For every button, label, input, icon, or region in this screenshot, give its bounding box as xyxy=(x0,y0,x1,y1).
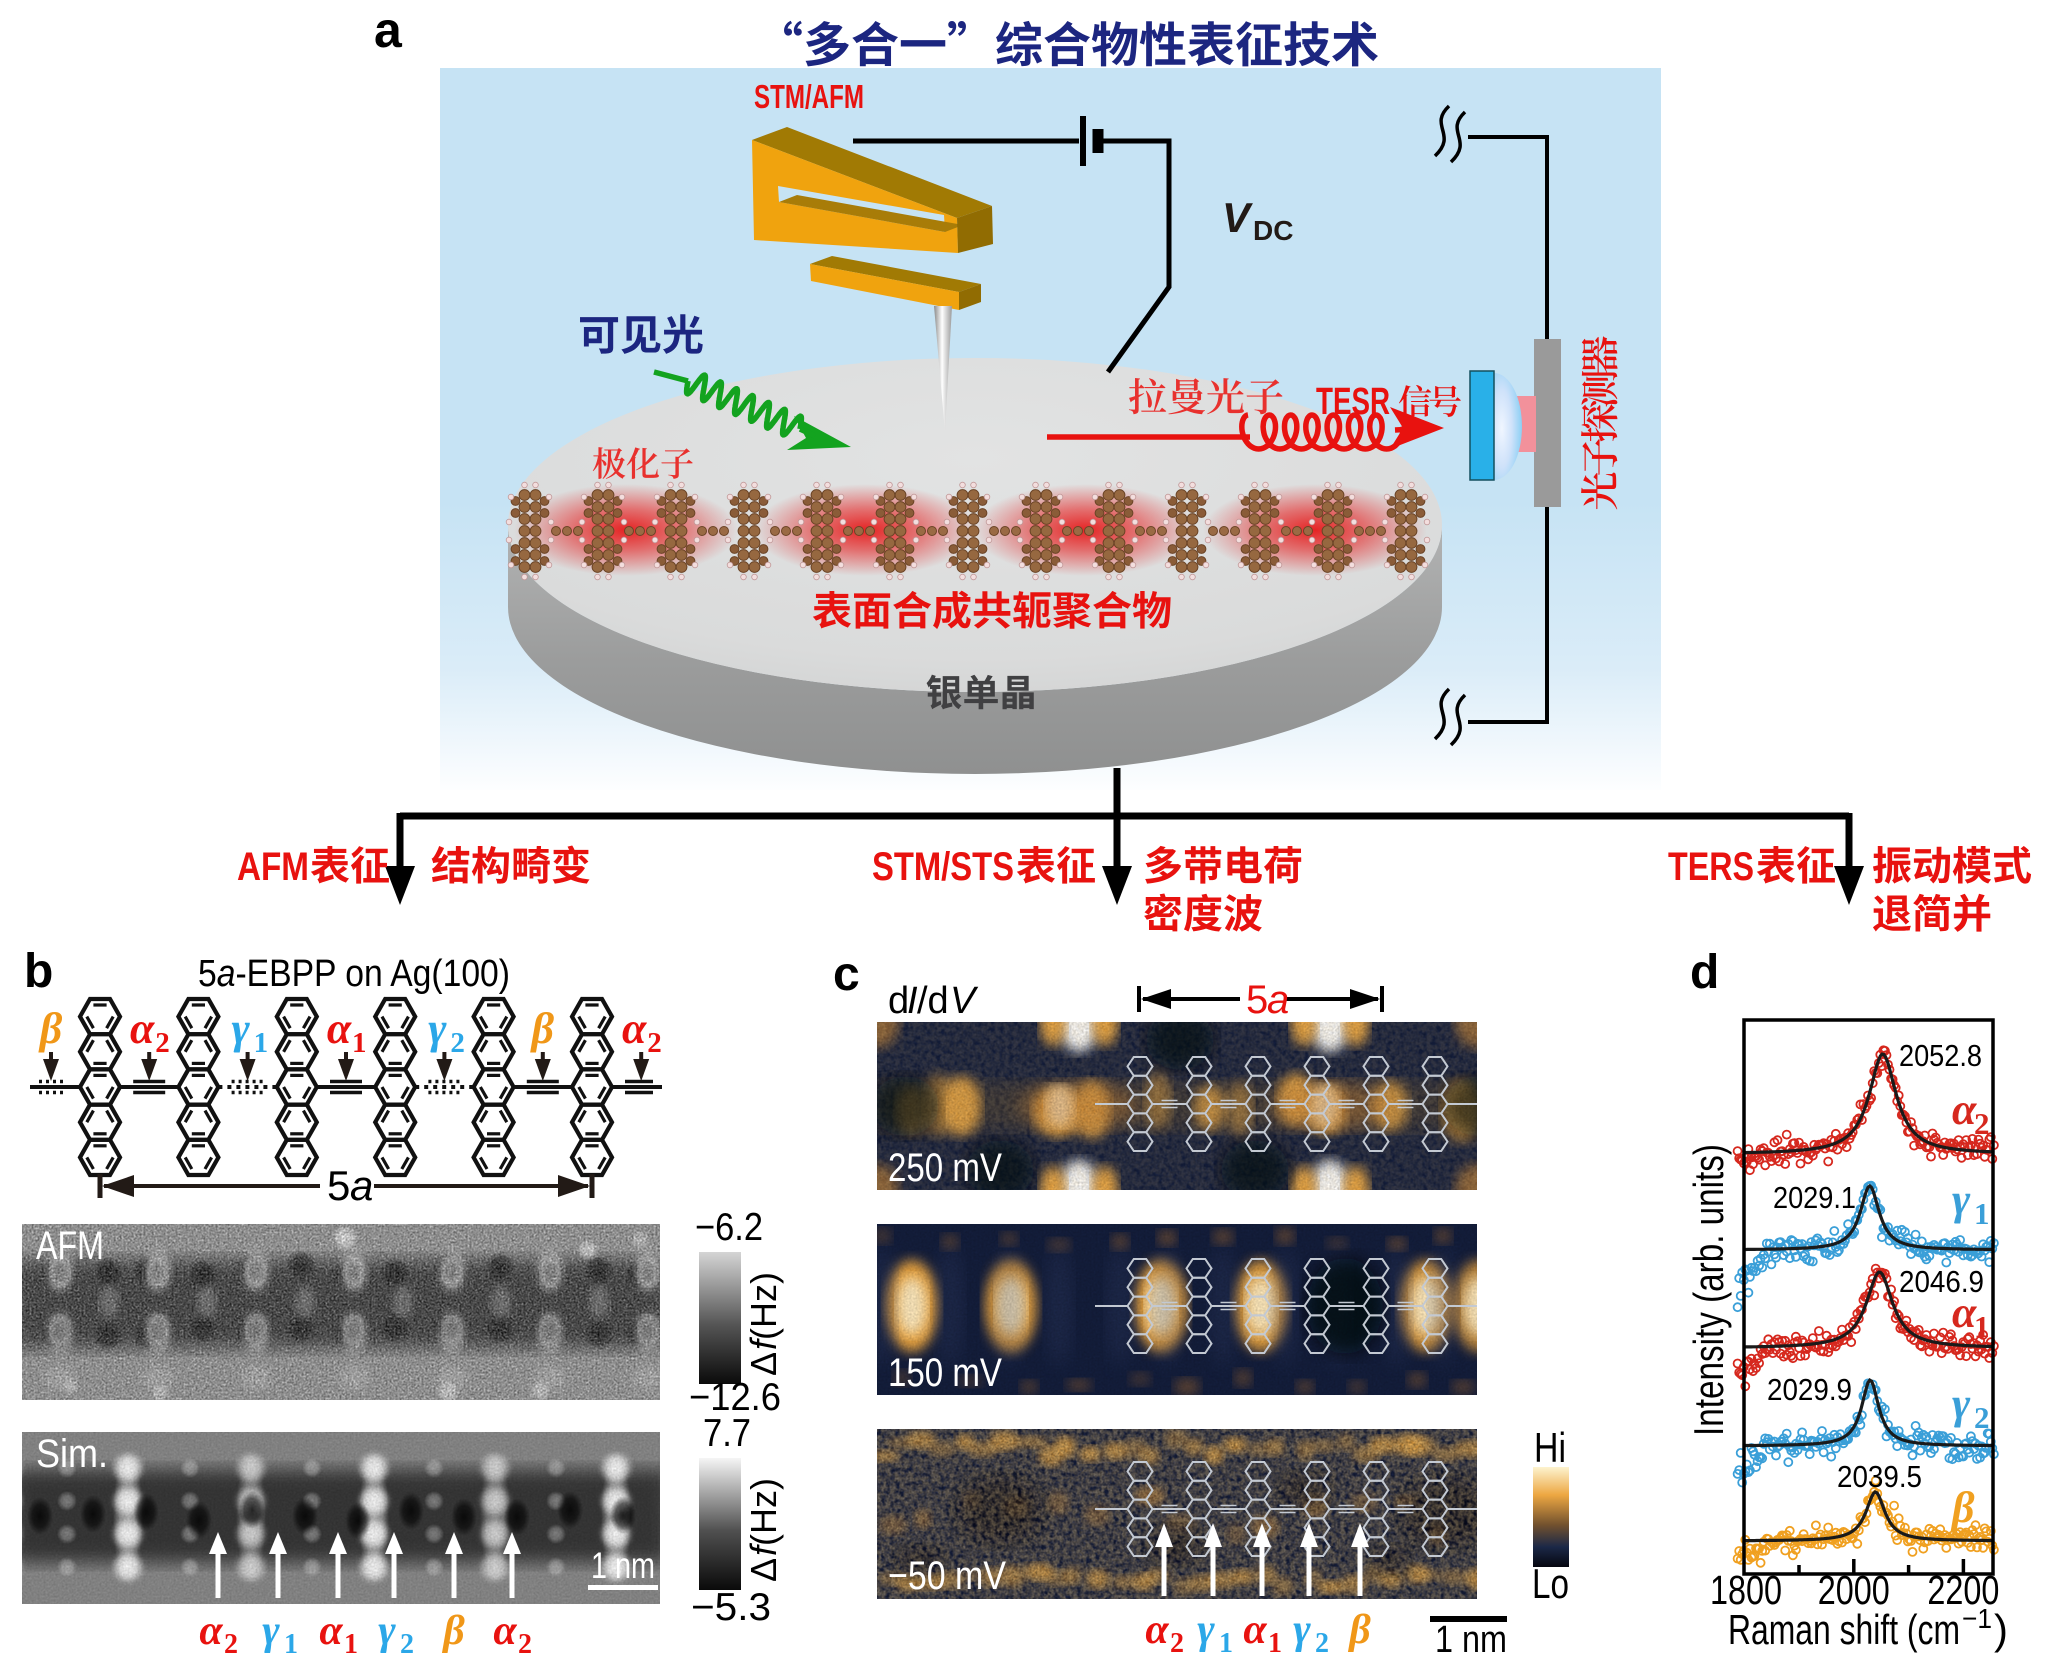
svg-text:2: 2 xyxy=(1315,1628,1329,1653)
svg-text:1: 1 xyxy=(1219,1628,1233,1653)
svg-text:/d: /d xyxy=(917,980,949,1022)
svg-text:γ: γ xyxy=(1293,1607,1311,1653)
svg-text:(Hz): (Hz) xyxy=(743,1272,784,1340)
svg-text:β: β xyxy=(441,1608,465,1653)
svg-text:α: α xyxy=(622,1004,647,1053)
svg-text:1: 1 xyxy=(254,1027,269,1059)
svg-text:2029.1: 2029.1 xyxy=(1773,1180,1856,1215)
svg-text:d: d xyxy=(1690,946,1719,999)
svg-text:TESR: TESR xyxy=(1316,381,1390,423)
svg-text:2039.5: 2039.5 xyxy=(1837,1459,1922,1494)
svg-text:I: I xyxy=(907,980,918,1022)
svg-text:250 mV: 250 mV xyxy=(888,1146,1002,1190)
svg-text:Intensity (arb. units): Intensity (arb. units) xyxy=(1685,1144,1732,1436)
svg-text:STM/AFM: STM/AFM xyxy=(754,78,864,115)
svg-text:2: 2 xyxy=(155,1027,170,1059)
svg-text:AFM: AFM xyxy=(36,1224,104,1268)
svg-text:β: β xyxy=(530,1004,555,1053)
svg-text:V: V xyxy=(1222,194,1253,241)
svg-text:α: α xyxy=(1145,1607,1169,1653)
svg-text:β: β xyxy=(1950,1483,1975,1532)
svg-text:−50 mV: −50 mV xyxy=(888,1554,1006,1598)
svg-text:5a-EBPP on Ag(100): 5a-EBPP on Ag(100) xyxy=(198,953,510,995)
svg-text:AFM: AFM xyxy=(237,845,309,889)
svg-text:): ) xyxy=(1994,1606,2008,1653)
svg-text:γ: γ xyxy=(378,1608,396,1653)
svg-text:1: 1 xyxy=(352,1027,367,1059)
svg-text:α: α xyxy=(1243,1607,1267,1653)
svg-text:b: b xyxy=(24,945,53,998)
svg-text:Δ: Δ xyxy=(743,1352,784,1376)
svg-text:1 nm: 1 nm xyxy=(591,1545,655,1586)
svg-text:α: α xyxy=(1952,1288,1977,1337)
svg-text:Δ: Δ xyxy=(743,1558,784,1582)
svg-text:γ: γ xyxy=(1952,1379,1971,1428)
svg-text:1: 1 xyxy=(344,1629,358,1653)
svg-text:STM/STS: STM/STS xyxy=(872,845,1014,889)
svg-text:c: c xyxy=(833,948,860,1001)
svg-text:Lo: Lo xyxy=(1532,1560,1569,1607)
svg-text:1800: 1800 xyxy=(1710,1567,1782,1613)
svg-text:5: 5 xyxy=(327,1162,350,1209)
svg-text:2: 2 xyxy=(1974,1106,1990,1141)
svg-text:a: a xyxy=(350,1162,373,1209)
svg-text:TERS: TERS xyxy=(1668,845,1754,889)
svg-text:2000: 2000 xyxy=(1818,1567,1890,1613)
svg-text:2029.9: 2029.9 xyxy=(1767,1372,1852,1407)
svg-text:α: α xyxy=(493,1608,517,1653)
svg-text:2200: 2200 xyxy=(1927,1567,1999,1613)
svg-text:β: β xyxy=(38,1004,63,1053)
svg-text:2052.8: 2052.8 xyxy=(1899,1038,1982,1073)
svg-text:β: β xyxy=(1347,1607,1371,1653)
svg-text:γ: γ xyxy=(1952,1175,1971,1224)
svg-text:α: α xyxy=(199,1608,223,1653)
svg-text:V: V xyxy=(950,980,979,1022)
svg-text:−12.6: −12.6 xyxy=(689,1376,781,1419)
svg-text:2: 2 xyxy=(450,1027,465,1059)
svg-text:γ: γ xyxy=(262,1608,280,1653)
svg-text:150 mV: 150 mV xyxy=(888,1351,1002,1395)
svg-text:1: 1 xyxy=(1268,1628,1282,1653)
svg-text:2: 2 xyxy=(224,1629,238,1653)
svg-text:d: d xyxy=(888,980,909,1022)
svg-text:2046.9: 2046.9 xyxy=(1899,1264,1984,1299)
svg-text:DC: DC xyxy=(1253,215,1293,246)
svg-text:γ: γ xyxy=(231,1004,250,1053)
svg-text:1: 1 xyxy=(1974,1196,1990,1231)
svg-text:1 nm: 1 nm xyxy=(1435,1619,1507,1653)
svg-text:−6.2: −6.2 xyxy=(695,1206,763,1249)
svg-text:1: 1 xyxy=(1974,1309,1990,1344)
svg-text:2: 2 xyxy=(1170,1628,1184,1653)
svg-text:2: 2 xyxy=(1974,1400,1990,1435)
svg-text:a: a xyxy=(1267,978,1289,1022)
svg-text:2: 2 xyxy=(518,1629,532,1653)
svg-text:α: α xyxy=(1952,1085,1977,1134)
svg-text:α: α xyxy=(130,1004,155,1053)
svg-text:2: 2 xyxy=(400,1629,414,1653)
svg-text:5: 5 xyxy=(1246,978,1268,1022)
svg-text:α: α xyxy=(319,1608,343,1653)
svg-text:α: α xyxy=(327,1004,352,1053)
svg-text:2: 2 xyxy=(647,1027,662,1059)
svg-text:γ: γ xyxy=(428,1004,447,1053)
svg-text:−1: −1 xyxy=(1962,1603,1992,1634)
svg-text:1: 1 xyxy=(284,1629,298,1653)
svg-text:γ: γ xyxy=(1197,1607,1215,1653)
svg-text:Raman shift (cm: Raman shift (cm xyxy=(1728,1606,1960,1653)
svg-text:−5.3: −5.3 xyxy=(691,1586,771,1629)
svg-text:Sim.: Sim. xyxy=(36,1432,108,1476)
svg-text:Hi: Hi xyxy=(1534,1424,1566,1471)
svg-text:a: a xyxy=(374,2,403,58)
svg-text:7.7: 7.7 xyxy=(703,1412,751,1455)
svg-text:(Hz): (Hz) xyxy=(743,1478,784,1546)
